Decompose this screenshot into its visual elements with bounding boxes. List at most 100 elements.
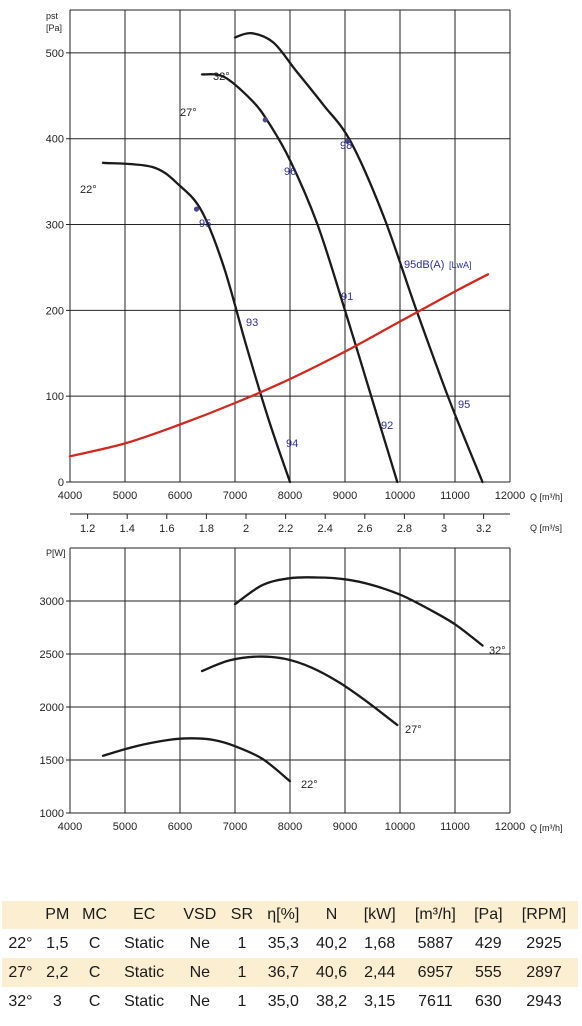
pressure-curves xyxy=(68,31,490,484)
col-header-pa: [Pa] xyxy=(466,901,511,929)
power-x-tick-label: 5000 xyxy=(113,821,137,833)
table-cell: 1,5 xyxy=(46,934,69,952)
power-series-line-2 xyxy=(233,576,484,647)
col-header-pm: PM xyxy=(38,901,76,929)
pressure-y-tick-label: 100 xyxy=(46,391,64,403)
table-cell: 555 xyxy=(466,958,511,987)
pressure-data-point xyxy=(262,117,268,123)
pressure-x-tick-label: 6000 xyxy=(168,490,192,502)
noise-label-94: 94 xyxy=(286,438,298,450)
col-header-ec: EC xyxy=(113,901,175,929)
pressure-x-tick-label: 10000 xyxy=(385,490,416,502)
pressure-y-tick-label: 300 xyxy=(46,220,64,232)
power-curve-label-22: 22° xyxy=(301,779,318,791)
table-cell: 40,2 xyxy=(315,934,348,952)
power-x-tick-label: 8000 xyxy=(278,821,302,833)
table-cell: 35,0 xyxy=(267,992,299,1010)
pressure-y-tick-label: 200 xyxy=(46,305,64,317)
pressure-x-label-mh: Q [m³/h] xyxy=(530,492,563,502)
col-header-sr: SR xyxy=(224,901,259,929)
table-cell: 1 xyxy=(237,934,247,952)
table-cell: 2,44 xyxy=(355,958,405,987)
col-header-kw: [kW] xyxy=(355,901,405,929)
power-x-tick-label: 6000 xyxy=(168,821,192,833)
col-header-efficiency: η[%] xyxy=(258,901,308,929)
table-cell: 2897 xyxy=(510,958,578,987)
col-header-mc: MC xyxy=(75,901,114,929)
power-x-tick-label: 10000 xyxy=(385,821,416,833)
table-cell: 7611 xyxy=(418,992,453,1010)
power-curve-label-27: 27° xyxy=(405,724,422,736)
pressure-data-point xyxy=(193,206,200,212)
pressure-x-tick-label: 4000 xyxy=(58,490,82,502)
power-y-tick-label: 1000 xyxy=(40,808,64,820)
noise-label-95dba: 95dB(A) xyxy=(404,259,444,271)
table-cell: 630 xyxy=(474,992,502,1010)
table-cell: 1 xyxy=(224,958,259,987)
table-cell: 35,3 xyxy=(267,934,299,952)
table-cell: 3,15 xyxy=(364,992,396,1010)
col-header-flow: [m³/h] xyxy=(404,901,467,929)
col-header-rpm: [RPM] xyxy=(510,901,578,929)
table-cell: 429 xyxy=(474,934,502,952)
pressure-x-tick-label: 12000 xyxy=(495,490,526,502)
pressure-x-tick-label: 5000 xyxy=(113,490,137,502)
power-x-tick-label: 9000 xyxy=(333,821,357,833)
power-curve-label-32: 32° xyxy=(489,645,506,657)
table-cell: 32° xyxy=(8,992,33,1010)
pressure-tick-labels: 4000 5000 6000 7000 8000 9000 10000 11000 12000 0… xyxy=(46,48,526,535)
flow-ms-tick-label: 2.2 xyxy=(278,523,293,535)
table-row: 27° 2,2 C Static Ne 1 36,7 40,6 2,44 695… xyxy=(2,958,578,987)
flow-ms-tick-label: 1.2 xyxy=(80,523,95,535)
table-cell: Ne xyxy=(174,958,225,987)
power-y-tick-label: 2500 xyxy=(40,649,64,661)
table-cell: Ne xyxy=(189,934,211,952)
flow-ms-tick-label: 2.8 xyxy=(397,523,412,535)
pressure-series-line-2 xyxy=(233,31,484,484)
power-y-tick-label: 1500 xyxy=(40,755,64,767)
power-x-label-mh: Q [m³/h] xyxy=(530,823,563,833)
table-header-row: PM MC EC VSD SR η[%] N [kW] [m³/h] [Pa] … xyxy=(2,901,578,929)
pressure-y-label-symbol: pst xyxy=(46,11,59,21)
noise-label-92: 92 xyxy=(381,420,393,432)
flow-ms-tick-label: 3 xyxy=(441,523,447,535)
pressure-y-label-unit: [Pa] xyxy=(46,23,62,33)
table-cell: 2925 xyxy=(526,934,562,952)
power-chart: 4000 5000 6000 7000 8000 9000 10000 11000 12000 1… xyxy=(40,547,526,833)
power-y-tick-label: 2000 xyxy=(40,702,64,714)
table-cell: 1,68 xyxy=(364,934,396,952)
table-cell: 1 xyxy=(237,992,247,1010)
power-series-line-1 xyxy=(200,655,399,727)
pressure-series-line-1 xyxy=(200,73,399,484)
noise-label-95-a: 95 xyxy=(199,218,211,230)
table-cell: 36,7 xyxy=(258,958,308,987)
table-cell: 40,6 xyxy=(307,958,356,987)
power-tick-labels: 4000 5000 6000 7000 8000 9000 10000 11000 12000 1… xyxy=(40,596,526,833)
flow-ms-tick-label: 3.2 xyxy=(476,523,491,535)
curve-label-32: 32° xyxy=(213,71,230,83)
pressure-series-line-0 xyxy=(101,161,292,484)
power-x-tick-label: 12000 xyxy=(495,821,526,833)
pressure-y-tick-label: 0 xyxy=(58,477,64,489)
power-series-line-0 xyxy=(101,737,292,783)
col-header-curve xyxy=(2,901,39,929)
power-x-tick-label: 7000 xyxy=(223,821,247,833)
table-cell: C xyxy=(75,958,114,987)
noise-label-95-b: 95 xyxy=(458,399,470,411)
table-row: 22° 1,5 C Static Ne 1 35,3 40,2 1,68 588… xyxy=(2,929,578,958)
pressure-chart: 4000 5000 6000 7000 8000 9000 10000 11000 12000 0… xyxy=(46,9,526,535)
pressure-data-point xyxy=(345,138,351,144)
power-x-tick-label: 11000 xyxy=(440,821,470,833)
pressure-x2-label-ms: Q [m³/s] xyxy=(530,523,562,533)
pressure-x-tick-label: 8000 xyxy=(278,490,302,502)
pressure-y-tick-label: 500 xyxy=(46,48,64,60)
pressure-x-tick-label: 9000 xyxy=(333,490,357,502)
flow-ms-tick-label: 1.8 xyxy=(199,523,214,535)
power-y-tick-label: 3000 xyxy=(40,596,64,608)
pressure-grid xyxy=(66,9,511,483)
pressure-y-tick-label: 400 xyxy=(46,134,64,146)
flow-ms-tick-label: 2.4 xyxy=(318,523,333,535)
table-cell: 2,2 xyxy=(38,958,76,987)
table-cell: C xyxy=(88,934,101,952)
col-header-vsd: VSD xyxy=(174,901,225,929)
